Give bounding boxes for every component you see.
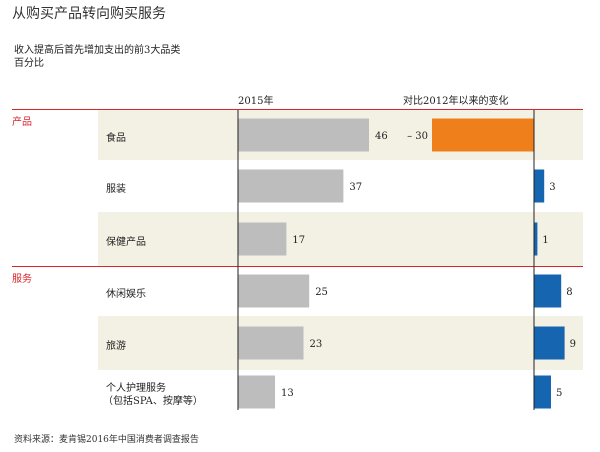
bar-2015 bbox=[238, 274, 310, 308]
bar-change-label: – 30 bbox=[407, 131, 428, 142]
bar-change bbox=[534, 169, 545, 203]
bar-change bbox=[534, 274, 562, 308]
category-label: 食品 bbox=[106, 132, 126, 144]
section-label-products: 产品 bbox=[12, 117, 32, 128]
category-label: （包括SPA、按摩等） bbox=[103, 396, 203, 407]
bar-2015-label: 37 bbox=[349, 182, 362, 193]
bar-2015-label: 46 bbox=[375, 131, 388, 142]
bar-2015 bbox=[238, 222, 287, 256]
bar-2015-label: 13 bbox=[281, 388, 294, 399]
row-shade bbox=[98, 212, 583, 266]
bar-2015-label: 17 bbox=[292, 235, 305, 246]
category-label: 个人护理服务 bbox=[106, 383, 166, 394]
bar-2015 bbox=[238, 375, 276, 409]
bar-2015-label: 23 bbox=[310, 339, 323, 350]
chart-title: 从购买产品转向购买服务 bbox=[12, 6, 166, 22]
bar-change-label: 3 bbox=[549, 182, 555, 193]
section-label-services: 服务 bbox=[12, 274, 32, 285]
bar-change bbox=[432, 118, 534, 152]
category-label: 休闲娱乐 bbox=[106, 288, 146, 300]
chart-unit: 百分比 bbox=[14, 58, 44, 69]
category-label: 旅游 bbox=[106, 340, 126, 352]
bar-change bbox=[534, 326, 565, 360]
bar-change-label: 9 bbox=[570, 339, 576, 350]
source-note: 资料来源：麦肯锡2016年中国消费者调查报告 bbox=[14, 435, 199, 445]
bar-change bbox=[534, 222, 538, 256]
chart-subtitle: 收入提高后首先增加支出的前3大品类 bbox=[14, 45, 181, 56]
series-header-2015: 2015年 bbox=[238, 96, 274, 107]
section-divider-services bbox=[12, 266, 583, 267]
bar-2015-label: 25 bbox=[315, 287, 328, 298]
category-label: 服装 bbox=[106, 183, 126, 195]
bar-2015 bbox=[238, 326, 304, 360]
section-divider-products bbox=[12, 109, 583, 110]
bar-change-label: 5 bbox=[556, 388, 562, 399]
bar-change-label: 8 bbox=[566, 287, 572, 298]
bar-change bbox=[534, 375, 551, 409]
category-label: 保健产品 bbox=[106, 236, 146, 248]
series-header-change: 对比2012年以来的变化 bbox=[403, 96, 509, 107]
bar-change-label: 1 bbox=[542, 235, 548, 246]
row-shade bbox=[98, 316, 583, 370]
bar-2015 bbox=[238, 169, 344, 203]
bar-2015 bbox=[238, 118, 369, 152]
